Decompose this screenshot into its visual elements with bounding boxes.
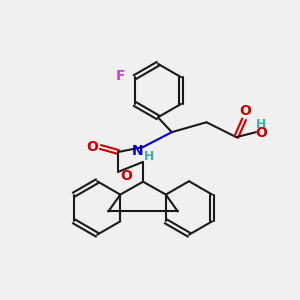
Text: O: O: [255, 126, 267, 140]
Text: O: O: [120, 169, 132, 183]
Text: N: N: [131, 144, 143, 158]
Text: O: O: [239, 104, 251, 118]
Text: F: F: [116, 69, 125, 83]
Text: O: O: [87, 140, 98, 154]
Text: H: H: [144, 150, 154, 164]
Text: H: H: [256, 118, 266, 131]
